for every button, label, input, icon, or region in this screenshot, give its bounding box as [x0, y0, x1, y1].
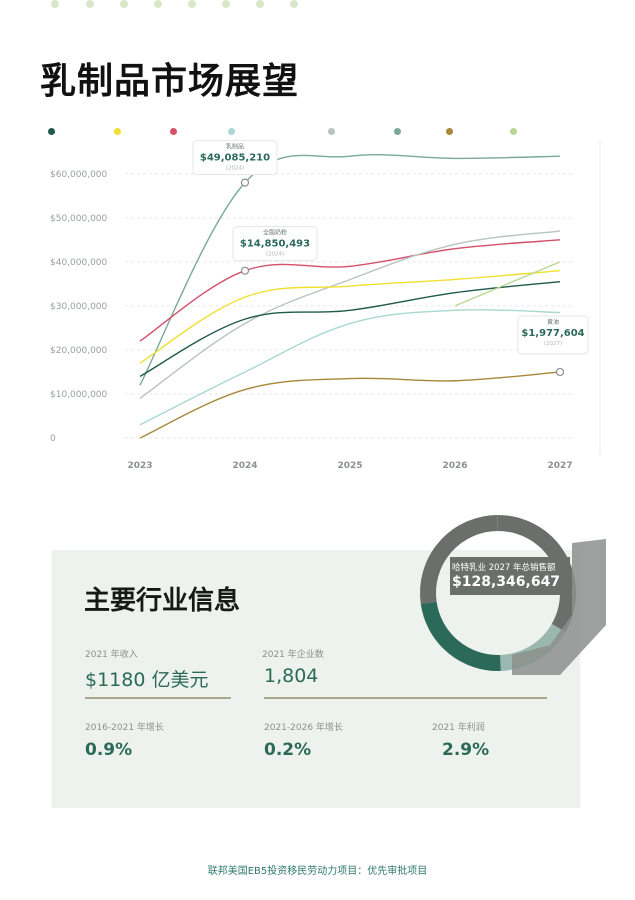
series-line: [139, 309, 561, 426]
donut-segment: [420, 601, 501, 671]
donut-segment: [420, 515, 499, 604]
legend-item: [446, 124, 453, 138]
profit-2021-label: 2021 年利润: [432, 723, 485, 733]
y-tick-label: $10,000,000: [50, 390, 108, 400]
page-footer: 联邦美国EB5投资移民劳动力项目：优先审批项目: [207, 866, 428, 877]
chart-callout: 黄油 $1,977,604 (2027): [517, 315, 589, 377]
growth-2021-2026-value: 0.2%: [264, 740, 312, 760]
series-line: [139, 280, 561, 377]
y-tick-label: $60,000,000: [50, 170, 108, 180]
legend-swatch: [48, 127, 55, 135]
donut-caption: 哈特乳业 2027 年总销售额: [452, 563, 556, 573]
profit-2021-value: 2.9%: [442, 740, 490, 760]
callout-label: 乳制品: [226, 143, 244, 151]
legend-swatch: [446, 127, 453, 135]
growth-2021-2026-label: 2021-2026 年增长: [264, 723, 343, 733]
y-tick-label: $30,000,000: [50, 302, 108, 312]
callout-label: 全脂奶粉: [263, 229, 287, 237]
series-line: [139, 371, 561, 439]
legend-item: [510, 124, 517, 138]
page-title: 乳制品市场展望: [40, 61, 300, 102]
legend-swatch: [228, 127, 235, 135]
legend-item: [394, 124, 401, 138]
y-tick-label: 0: [50, 434, 56, 444]
growth-2016-2021-value: 0.9%: [85, 740, 133, 760]
callout-marker: [240, 266, 250, 275]
callout-year: (2024): [226, 166, 244, 172]
series-line: [139, 230, 561, 399]
series-line: [139, 154, 561, 386]
chart-legend: [48, 124, 608, 138]
legend-swatch: [510, 127, 517, 135]
legend-item: [114, 124, 121, 138]
growth-2016-2021-label: 2016-2021 年增长: [85, 723, 164, 733]
callout-label: 黄油: [547, 318, 559, 326]
decorative-dots: [51, 0, 298, 8]
info-title: 主要行业信息: [84, 586, 241, 616]
legend-swatch: [170, 127, 177, 135]
callout-year: (2024): [266, 252, 284, 258]
series-line: [139, 239, 561, 342]
series-line: [454, 261, 561, 307]
callout-marker: [240, 178, 250, 187]
revenue-divider: [85, 697, 231, 699]
callout-box: [232, 226, 318, 262]
y-tick-label: $40,000,000: [50, 258, 108, 268]
revenue-value: $1180 亿美元: [85, 669, 209, 691]
x-tick-label: 2027: [547, 461, 572, 471]
y-tick-label: $50,000,000: [50, 214, 108, 224]
donut-label-box: [450, 557, 570, 595]
callout-value: $1,977,604: [521, 328, 584, 339]
donut-value: $128,346,647: [452, 574, 561, 590]
market-line-chart: 0 $10,000,000 $20,000,000 $30,000,000 $40,00…: [50, 140, 601, 471]
callout-box: [517, 315, 589, 355]
y-tick-label: $20,000,000: [50, 346, 108, 356]
legend-swatch: [328, 127, 335, 135]
callout-year: (2027): [544, 341, 562, 347]
sales-donut-chart: [420, 515, 606, 675]
legend-swatch: [114, 127, 121, 135]
x-tick-label: 2026: [442, 461, 467, 471]
callout-box: [192, 140, 278, 176]
callout-value: $14,850,493: [240, 239, 310, 250]
legend-swatch: [394, 127, 401, 135]
x-tick-label: 2024: [232, 461, 257, 471]
businesses-label: 2021 年企业数: [262, 650, 324, 660]
chart-callout: 全脂奶粉 $14,850,493 (2024): [232, 226, 318, 275]
businesses-value: 1,804: [264, 665, 319, 687]
x-tick-label: 2023: [127, 461, 152, 471]
legend-item: [228, 124, 235, 138]
legend-item: [328, 124, 335, 138]
donut-overlay-shape: [512, 539, 606, 675]
revenue-label: 2021 年收入: [85, 650, 138, 660]
callout-marker: [555, 367, 565, 377]
legend-item: [48, 124, 55, 138]
callout-value: $49,085,210: [200, 153, 270, 164]
businesses-divider: [264, 697, 547, 699]
x-tick-label: 2025: [337, 461, 362, 471]
legend-item: [170, 124, 177, 138]
chart-callout: 乳制品 $49,085,210 (2024): [192, 140, 278, 187]
series-line: [139, 269, 561, 364]
